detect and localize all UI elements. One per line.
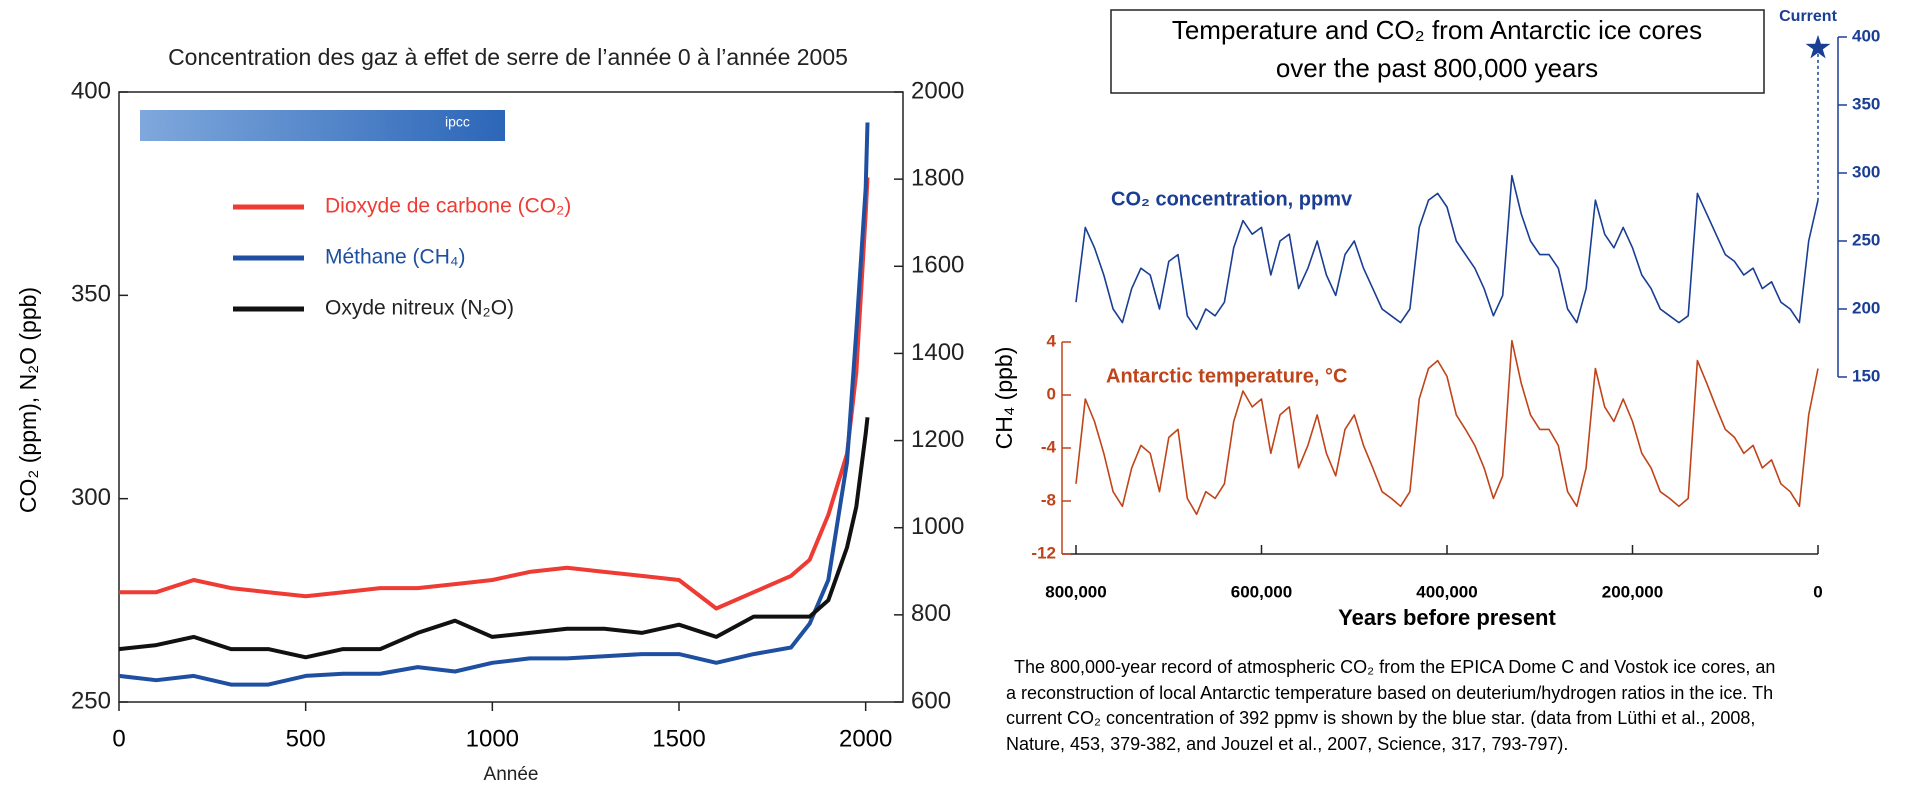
x-tick-label: 2000 — [839, 725, 892, 752]
y-tick-label: 350 — [71, 281, 111, 308]
y-tick-label: 250 — [71, 687, 111, 714]
series-line — [118, 122, 870, 687]
x-tick-label: 400,000 — [1416, 582, 1477, 601]
y-tick-label: 300 — [71, 484, 111, 511]
chart-title: Concentration des gaz à effet de serre d… — [168, 44, 848, 70]
logo — [140, 110, 505, 141]
y-tick-label: -8 — [1041, 490, 1056, 509]
y2-tick-label: 2000 — [911, 77, 964, 104]
caption: a reconstruction of local Antarctic temp… — [1006, 683, 1773, 703]
x-tick-label: 0 — [1813, 582, 1822, 601]
y2-tick-label: 600 — [911, 687, 951, 714]
x-axis-label: Année — [484, 764, 539, 785]
y2-tick-label: 150 — [1852, 366, 1880, 385]
current-star — [1805, 34, 1831, 59]
x-tick-label: 0 — [112, 725, 125, 752]
x-tick-label: 1000 — [466, 725, 519, 752]
y-tick-label: 400 — [71, 77, 111, 104]
y2-tick-label: 1200 — [911, 426, 964, 453]
caption: Nature, 453, 379-382, and Jouzel et al.,… — [1006, 734, 1568, 754]
series-line — [118, 417, 870, 660]
title-box — [1110, 9, 1765, 94]
x-tick-label: 200,000 — [1602, 582, 1663, 601]
x-tick-label: 800,000 — [1045, 582, 1106, 601]
y2-tick-label: 1000 — [911, 513, 964, 540]
series-line — [1075, 174, 1819, 331]
x-tick-label: 600,000 — [1231, 582, 1292, 601]
y2-tick-label: 1800 — [911, 164, 964, 191]
y2-tick-label: 250 — [1852, 230, 1880, 249]
chart-title: over the past 800,000 years — [1276, 53, 1598, 83]
caption: current CO₂ concentration of 392 ppmv is… — [1006, 708, 1755, 728]
logo-text: ipcc — [445, 114, 470, 130]
series-line — [119, 177, 870, 611]
y2-tick-label: 200 — [1852, 298, 1880, 317]
y-tick-label: -4 — [1041, 437, 1057, 456]
series-label: CO₂ concentration, ppmv — [1111, 188, 1353, 210]
current-label: Current — [1779, 8, 1837, 25]
legend-label: Dioxyde de carbone (CO₂) — [325, 195, 571, 218]
y-tick-label: 4 — [1047, 331, 1057, 350]
y-tick-label: 0 — [1047, 384, 1056, 403]
y2-tick-label: 1400 — [911, 339, 964, 366]
x-tick-label: 500 — [286, 725, 326, 752]
legend-label: Oxyde nitreux (N₂O) — [325, 297, 514, 320]
y2-tick-label: 350 — [1852, 94, 1880, 113]
plot-frame — [118, 91, 904, 703]
series-label: Antarctic temperature, °C — [1106, 365, 1347, 387]
legend-label: Méthane (CH₄) — [325, 246, 465, 269]
y2-axis-label: CH₄ (ppb) — [991, 347, 1017, 450]
chart-title: Temperature and CO₂ from Antarctic ice c… — [1172, 15, 1702, 45]
caption: The 800,000-year record of atmospheric C… — [1014, 657, 1775, 677]
y2-tick-label: 1600 — [911, 252, 964, 279]
y-tick-label: -12 — [1031, 543, 1056, 562]
x-tick-label: 1500 — [652, 725, 705, 752]
series-line — [1075, 339, 1819, 516]
x-axis-label: Years before present — [1338, 605, 1556, 630]
y2-tick-label: 300 — [1852, 162, 1880, 181]
y-axis-label: CO₂ (ppm), N₂O (ppb) — [15, 287, 41, 513]
y2-tick-label: 800 — [911, 600, 951, 627]
y2-tick-label: 400 — [1852, 26, 1880, 45]
